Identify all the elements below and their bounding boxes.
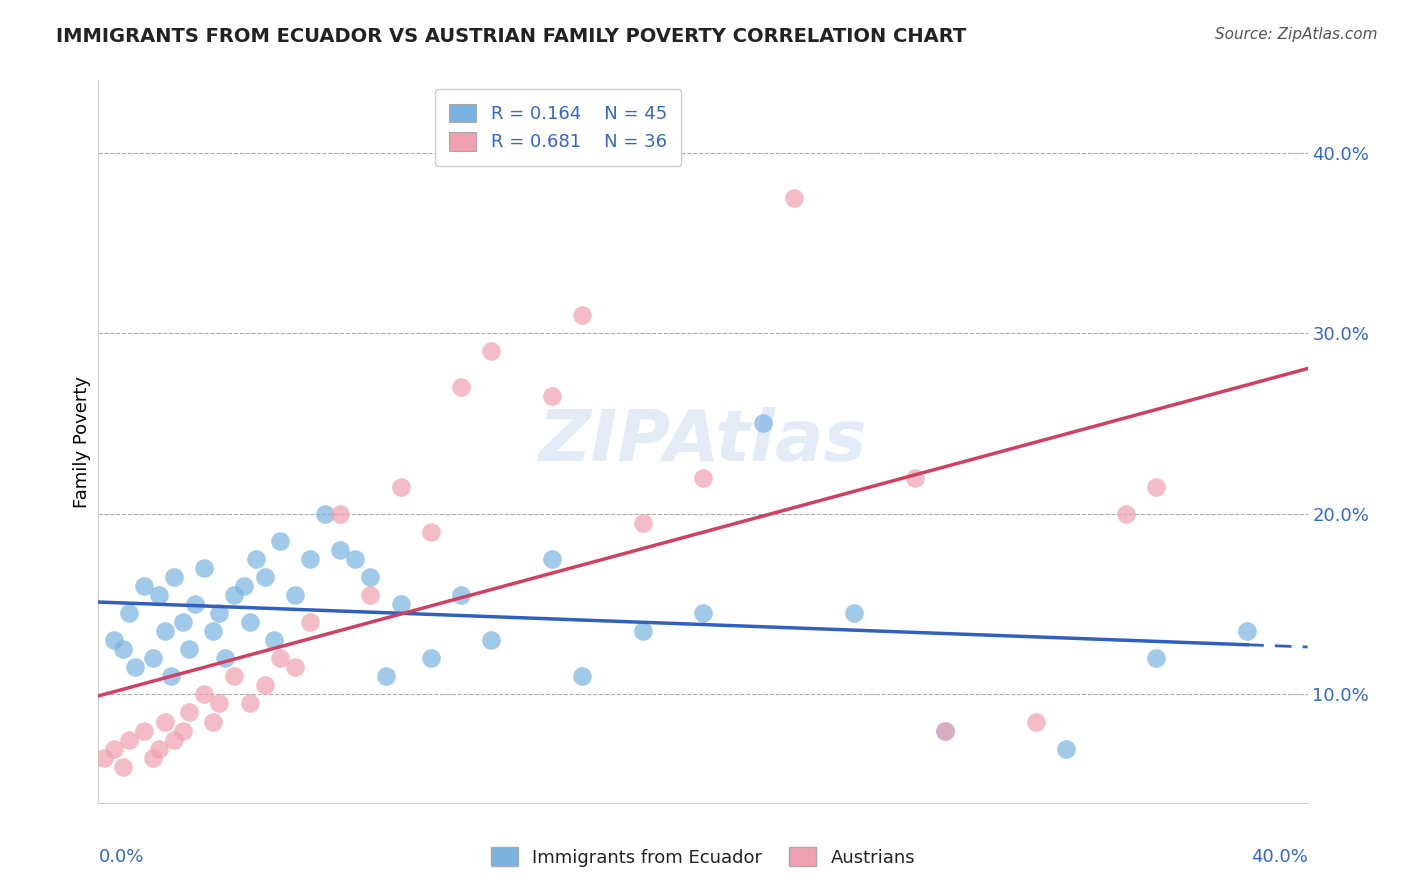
Point: [284, 588, 307, 602]
Point: [172, 723, 194, 738]
Text: 0.0%: 0.0%: [98, 848, 143, 866]
Point: [420, 524, 443, 539]
Point: [202, 714, 225, 729]
Point: [118, 732, 141, 747]
Point: [329, 507, 352, 521]
Y-axis label: Family Poverty: Family Poverty: [73, 376, 91, 508]
Point: [752, 417, 775, 431]
Point: [540, 552, 562, 566]
Point: [142, 651, 165, 665]
Point: [179, 642, 201, 657]
Point: [253, 570, 276, 584]
Point: [153, 714, 176, 729]
Point: [208, 606, 231, 620]
Point: [142, 750, 165, 764]
Point: [269, 651, 291, 665]
Point: [692, 471, 714, 485]
Point: [481, 633, 503, 648]
Text: 40.0%: 40.0%: [1251, 848, 1308, 866]
Point: [132, 579, 155, 593]
Point: [904, 471, 927, 485]
Point: [1024, 714, 1046, 729]
Point: [299, 552, 322, 566]
Point: [1144, 651, 1167, 665]
Point: [148, 588, 170, 602]
Point: [374, 669, 396, 683]
Point: [214, 651, 236, 665]
Text: ZIPAtlas: ZIPAtlas: [538, 407, 868, 476]
Point: [450, 380, 472, 394]
Point: [239, 697, 262, 711]
Point: [783, 191, 806, 205]
Point: [631, 624, 654, 639]
Point: [481, 344, 503, 359]
Text: Source: ZipAtlas.com: Source: ZipAtlas.com: [1215, 27, 1378, 42]
Point: [692, 606, 714, 620]
Point: [224, 669, 246, 683]
Point: [172, 615, 194, 630]
Text: IMMIGRANTS FROM ECUADOR VS AUSTRIAN FAMILY POVERTY CORRELATION CHART: IMMIGRANTS FROM ECUADOR VS AUSTRIAN FAMI…: [56, 27, 966, 45]
Point: [1054, 741, 1077, 756]
Point: [103, 741, 125, 756]
Point: [118, 606, 141, 620]
Point: [571, 669, 593, 683]
Legend: R = 0.164    N = 45, R = 0.681    N = 36: R = 0.164 N = 45, R = 0.681 N = 36: [434, 89, 682, 166]
Point: [284, 660, 307, 674]
Point: [193, 687, 215, 701]
Point: [160, 669, 183, 683]
Point: [631, 516, 654, 530]
Point: [111, 760, 134, 774]
Point: [934, 723, 956, 738]
Point: [202, 624, 225, 639]
Point: [329, 542, 352, 557]
Point: [1115, 507, 1137, 521]
Point: [232, 579, 254, 593]
Point: [245, 552, 267, 566]
Point: [360, 570, 382, 584]
Point: [124, 660, 146, 674]
Point: [450, 588, 472, 602]
Legend: Immigrants from Ecuador, Austrians: Immigrants from Ecuador, Austrians: [484, 840, 922, 874]
Point: [239, 615, 262, 630]
Point: [389, 597, 412, 611]
Point: [163, 570, 186, 584]
Point: [314, 507, 336, 521]
Point: [299, 615, 322, 630]
Point: [253, 678, 276, 692]
Point: [844, 606, 866, 620]
Point: [93, 750, 115, 764]
Point: [184, 597, 207, 611]
Point: [153, 624, 176, 639]
Point: [193, 561, 215, 575]
Point: [571, 308, 593, 322]
Point: [420, 651, 443, 665]
Point: [263, 633, 285, 648]
Point: [224, 588, 246, 602]
Point: [1236, 624, 1258, 639]
Point: [111, 642, 134, 657]
Point: [540, 389, 562, 403]
Point: [103, 633, 125, 648]
Point: [360, 588, 382, 602]
Point: [179, 706, 201, 720]
Point: [163, 732, 186, 747]
Point: [934, 723, 956, 738]
Point: [132, 723, 155, 738]
Point: [1144, 480, 1167, 494]
Point: [148, 741, 170, 756]
Point: [344, 552, 367, 566]
Point: [208, 697, 231, 711]
Point: [389, 480, 412, 494]
Point: [269, 533, 291, 548]
